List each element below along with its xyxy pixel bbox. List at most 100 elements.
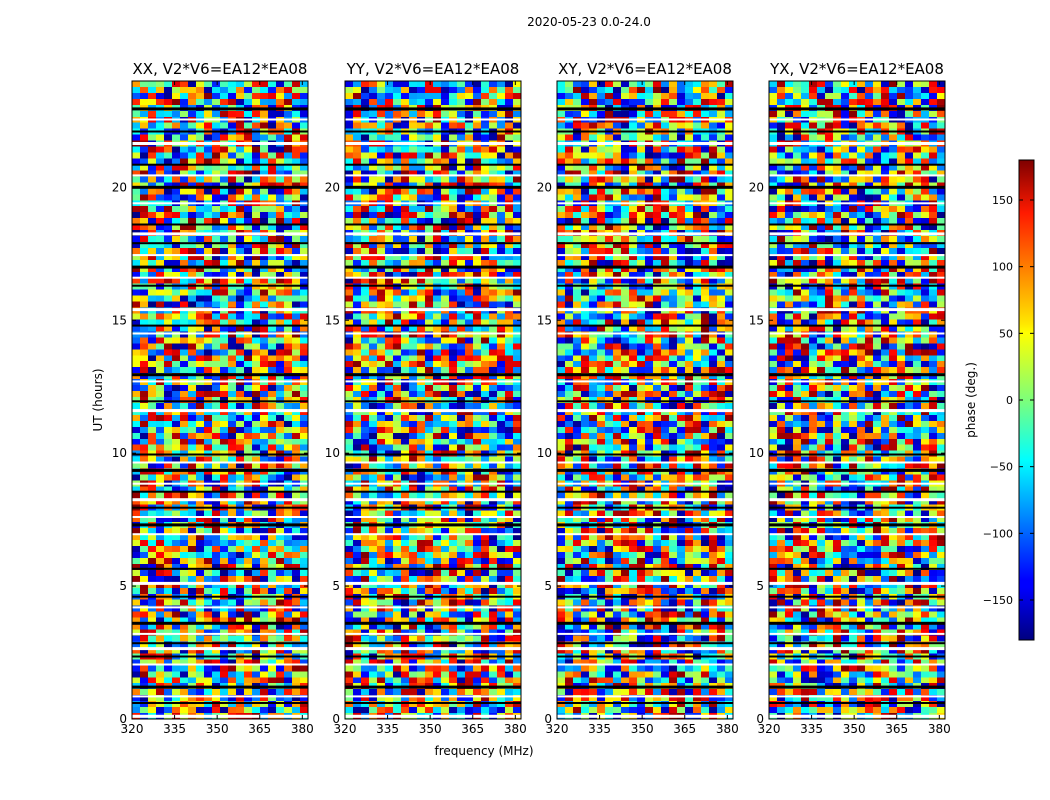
panel-2-gap (345, 606, 521, 609)
panel-4-gap (769, 461, 945, 464)
y-tick-label: 5 (756, 579, 764, 593)
panel-1-gap (132, 606, 308, 609)
panel-3-gap (557, 581, 733, 585)
panel-2-gap (345, 632, 521, 635)
panel-1-gap (132, 242, 308, 245)
panel-1-gap (132, 461, 308, 464)
panel-4-gap (769, 332, 945, 335)
panel-3-gap (557, 685, 733, 689)
x-tick-label: 335 (588, 722, 611, 736)
panel-4-gap (769, 223, 945, 226)
x-tick-label: 365 (461, 722, 484, 736)
panel-2-gap (345, 409, 521, 413)
panel-4-gap (769, 174, 945, 177)
panel-2-gap (345, 685, 521, 689)
panel-3-gap (557, 409, 733, 413)
panel-2-gap (345, 595, 521, 598)
panel-3-gap (557, 373, 733, 377)
panel-3-gap (557, 265, 733, 269)
y-tick-label: 10 (749, 446, 764, 460)
panel-4-gap (769, 685, 945, 689)
panel-2-gap (345, 482, 521, 485)
panel-4-gap (769, 142, 945, 145)
panel-1-gap (132, 663, 308, 666)
panel-1-gap (132, 308, 308, 312)
panel-1-gap (132, 642, 308, 645)
x-tick-label: 350 (419, 722, 442, 736)
panel-3-gap (557, 202, 733, 205)
panel-3-gap (557, 453, 733, 456)
panel-1-gap (132, 163, 308, 166)
x-tick-label: 320 (121, 722, 144, 736)
panel-4-gap (769, 202, 945, 205)
panel-2-gap (345, 516, 521, 518)
panel-3-gap (557, 655, 733, 658)
y-tick-label: 20 (112, 180, 127, 194)
colorbar-ticks: 150 100 50 0 −50 −100 −150 (983, 194, 1034, 607)
panel-3-gap (557, 642, 733, 645)
panel-4-gap (769, 373, 945, 377)
panel-3-gap (557, 490, 733, 493)
panel-2-gap (345, 453, 521, 456)
y-tick-label: 0 (119, 712, 127, 726)
panel-1-gap (132, 595, 308, 598)
panel-1-gap (132, 498, 308, 502)
panel-4-gap (769, 276, 945, 279)
panel-2-gap (345, 232, 521, 236)
panel-3-gap (557, 498, 733, 502)
panel-2-gap (345, 223, 521, 226)
panel-2-gap (345, 185, 521, 189)
panel-3-title: XY, V2*V6=EA12*EA08 (558, 60, 732, 78)
panel-3-gap (557, 621, 733, 625)
panel-1-gap (132, 118, 308, 121)
y-tick-label: 10 (112, 446, 127, 460)
panel-4-gap (769, 130, 945, 133)
panel-3-gap (557, 276, 733, 279)
panel-2-gap (345, 533, 521, 536)
panel-3-gap (557, 142, 733, 145)
x-tick-label: 335 (800, 722, 823, 736)
panel-4-gap (769, 506, 945, 509)
panel-4-gap (769, 185, 945, 189)
colorbar-label: phase (deg.) (964, 362, 978, 438)
panel-3-gap (557, 324, 733, 327)
panel-1-gap (132, 490, 308, 493)
panel-1-gap (132, 632, 308, 635)
panel-4-gap (769, 695, 945, 698)
panel-2-gap (345, 523, 521, 527)
panel-2-gap (345, 461, 521, 464)
panel-2-gap (345, 265, 521, 269)
y-tick-label: 20 (537, 180, 552, 194)
panel-3-gap (557, 523, 733, 527)
panel-4-gap (769, 254, 945, 257)
panel-4-gap (769, 647, 945, 651)
panel-1-gap (132, 332, 308, 335)
panel-2-gap (345, 276, 521, 279)
panel-1-gap (132, 567, 308, 570)
panel-4-gap (769, 655, 945, 658)
panel-1-gap (132, 373, 308, 377)
x-tick-label: 380 (291, 722, 314, 736)
colorbar-tick-label: 100 (992, 261, 1013, 274)
panel-2-gap (345, 130, 521, 133)
panel-1-gap (132, 655, 308, 658)
y-tick-label: 5 (119, 579, 127, 593)
panel-1-gap (132, 400, 308, 403)
x-tick-label: 335 (376, 722, 399, 736)
panel-4-gap (769, 702, 945, 704)
panel-3-gap (557, 163, 733, 166)
panel-3-gap (557, 632, 733, 635)
panel-1-gap (132, 621, 308, 625)
colorbar-tick-label: −150 (983, 594, 1013, 607)
panel-4-gap (769, 523, 945, 527)
panel-2-gap (345, 655, 521, 658)
panel-1-gap (132, 107, 308, 111)
panel-1-gap (132, 695, 308, 698)
y-tick-label: 15 (112, 313, 127, 327)
x-tick-label: 365 (885, 722, 908, 736)
panel-3-gap (557, 482, 733, 485)
panel-1-gap (132, 202, 308, 205)
y-tick-label: 0 (756, 712, 764, 726)
panel-2-gap (345, 567, 521, 570)
panel-1-gap (132, 533, 308, 536)
